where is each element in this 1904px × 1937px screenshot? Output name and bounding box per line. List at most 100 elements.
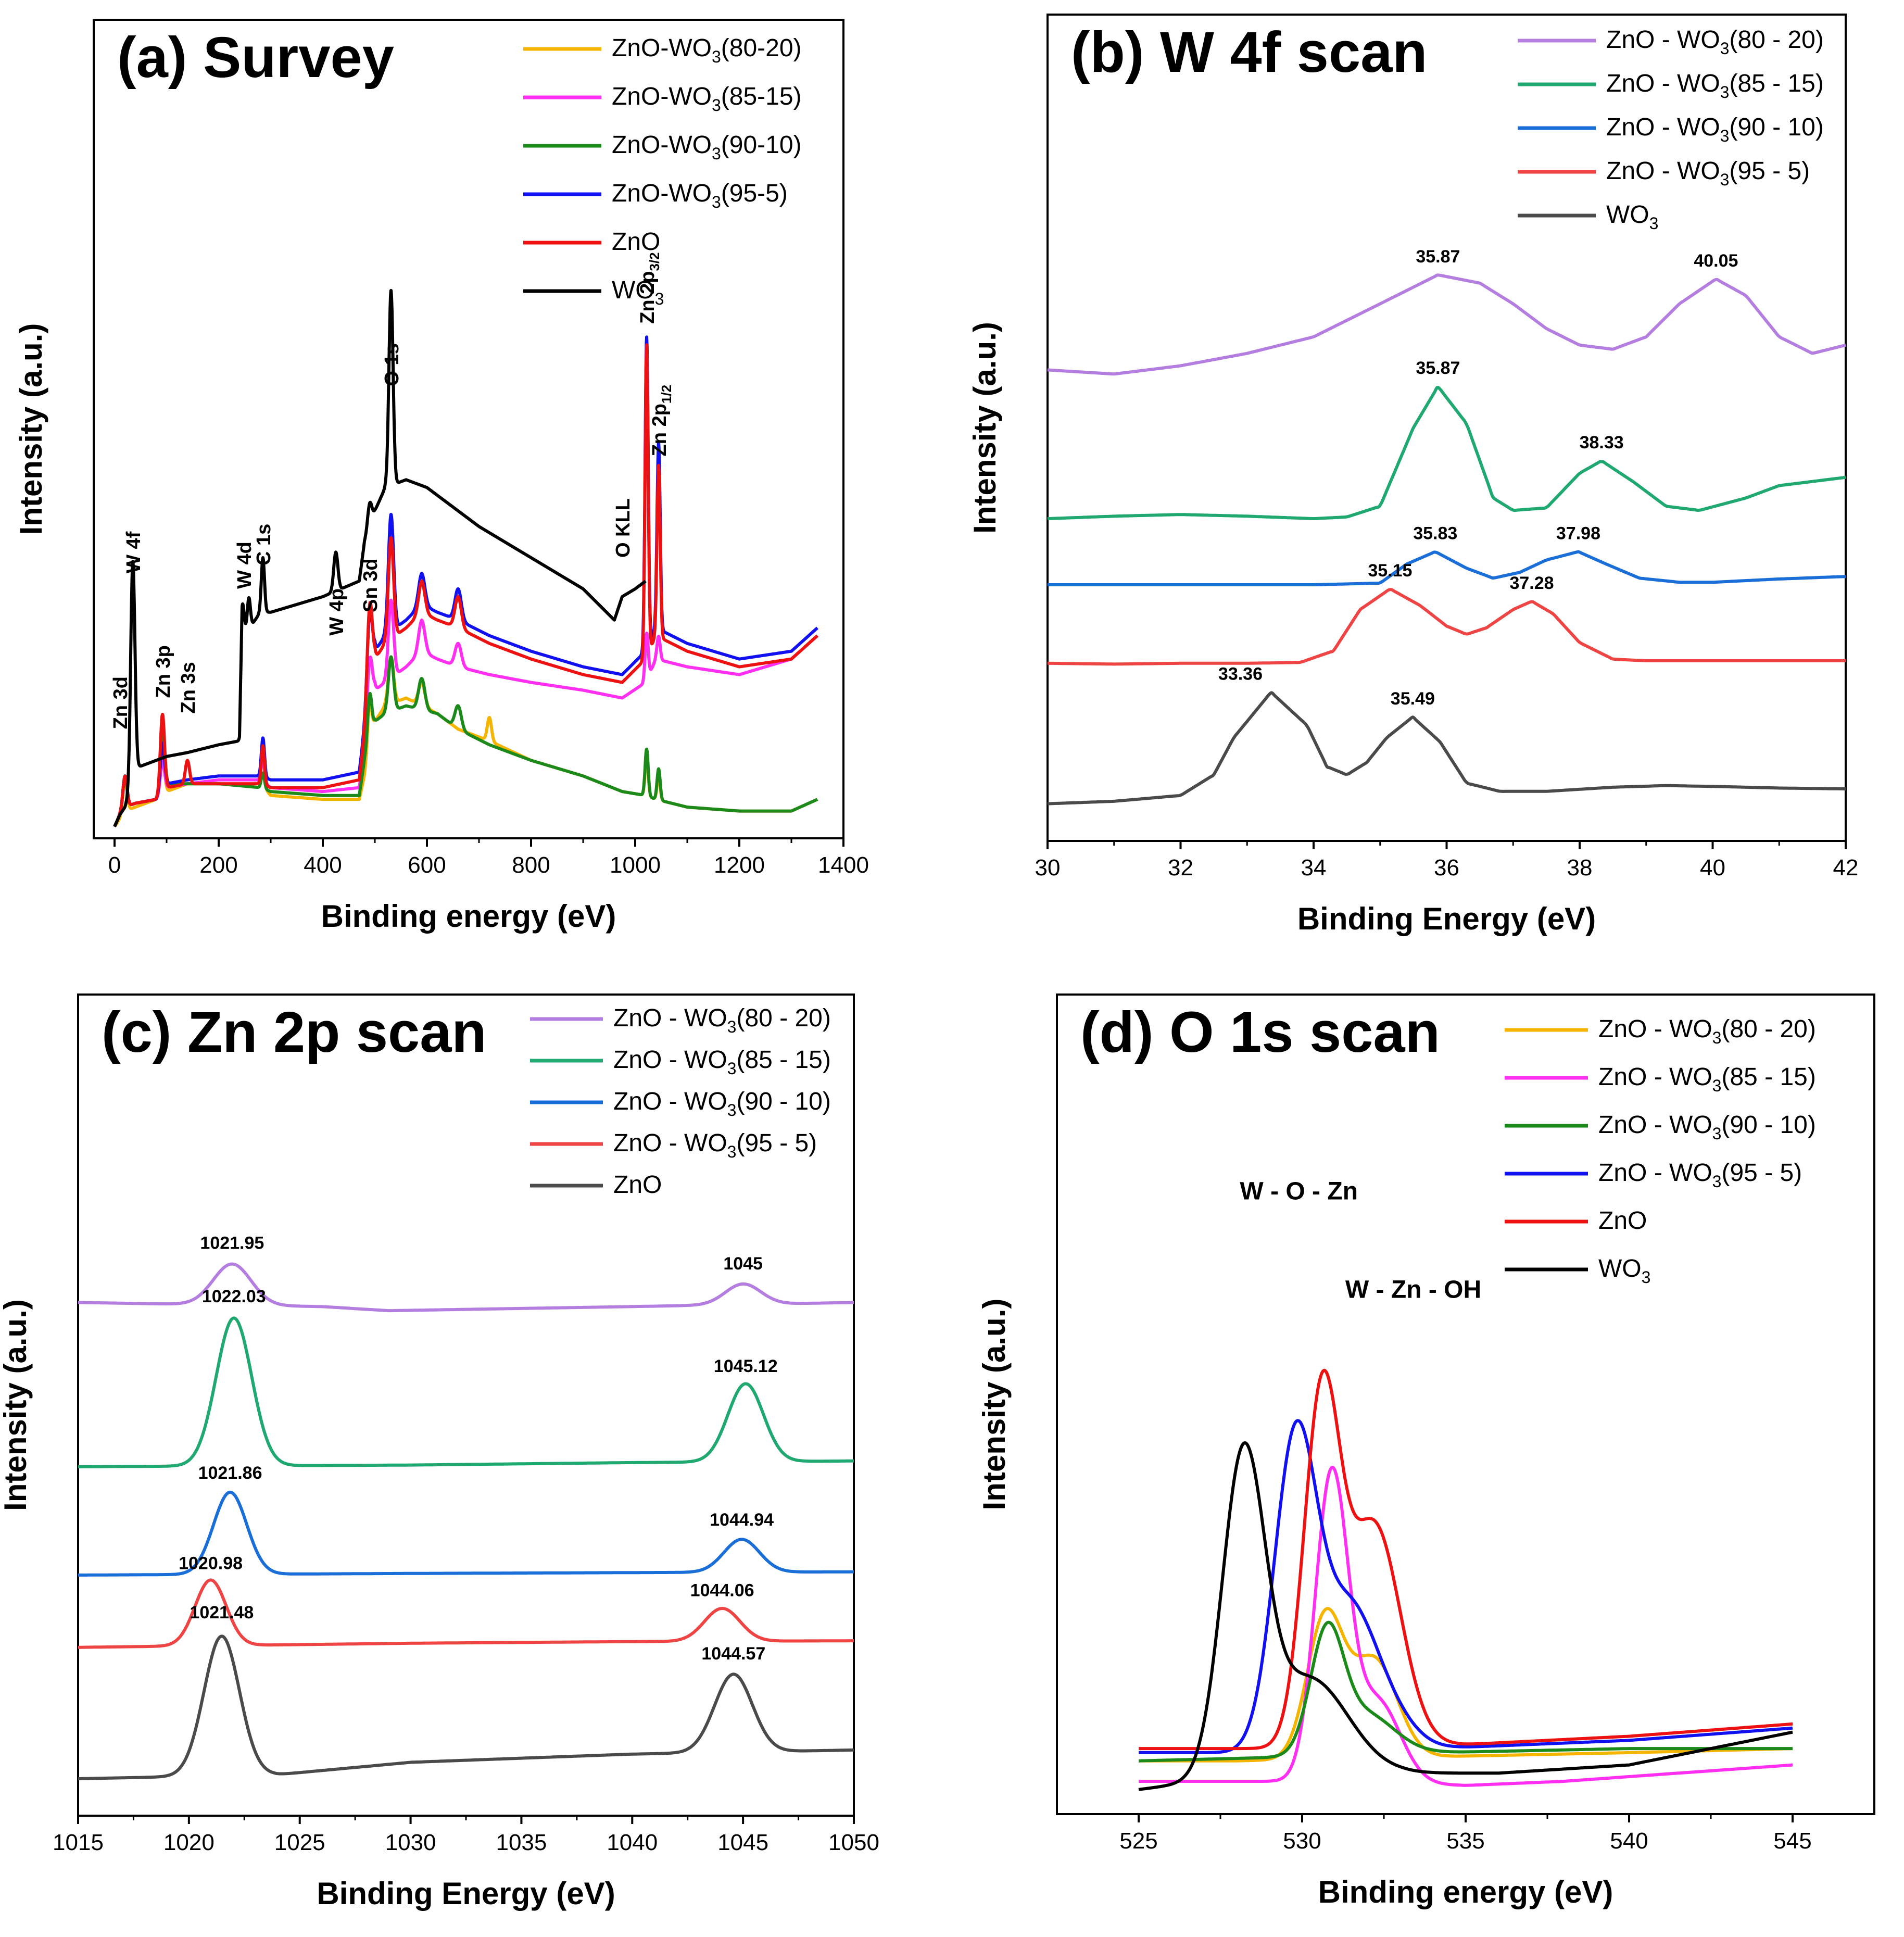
legend-label: ZnO (612, 228, 660, 256)
peak-label: 35.87 (1416, 247, 1460, 267)
peak-label: 1044.94 (710, 1510, 774, 1530)
y-axis-label: Intensity (a.u.) (14, 323, 48, 535)
legend: ZnO - WO3(80 - 20) ZnO - WO3(85 - 15) ZnO … (1505, 1015, 1816, 1287)
plot-area (113, 288, 819, 828)
peak-label: 1021.95 (200, 1234, 264, 1253)
legend-label: ZnO - WO3(95 - 5) (1598, 1159, 1802, 1191)
plot-frame (93, 19, 844, 839)
legend-label-tail: (95-5) (721, 180, 788, 207)
legend-label-main: ZnO - WO (1598, 1015, 1712, 1043)
legend-label: WO3 (612, 276, 664, 308)
legend-label-tail: (95 - 5) (1721, 1159, 1802, 1187)
peak-label: 33.36 (1218, 664, 1263, 684)
legend-label: ZnO - WO3(85 - 15) (1606, 70, 1824, 102)
peak-annotation: C 1s (253, 524, 275, 565)
x-tick-label: 1015 (53, 1830, 104, 1855)
legend-label-main: ZnO-WO (612, 34, 712, 62)
peak-annotation-sub: 3/2 (647, 252, 662, 271)
legend-label: ZnO - WO3(90 - 10) (613, 1088, 831, 1120)
legend-label-sub: 3 (712, 193, 721, 211)
peak-label: 1044.57 (701, 1644, 765, 1664)
legend: ZnO - WO3(80 - 20)ZnO - WO3(85 - 15)ZnO … (530, 1004, 831, 1199)
legend-label-tail: (85-15) (721, 83, 802, 110)
legend-label-tail: (85 - 15) (1721, 1063, 1815, 1091)
legend-label-tail: (90 - 10) (1729, 114, 1823, 141)
peak-label: 1044.06 (690, 1581, 754, 1601)
series-line-s85 (113, 598, 819, 827)
series-line-c80 (78, 1262, 854, 1313)
peak-annotation-main: Zn 3s (178, 662, 199, 713)
y-axis-label: Intensity (a.u.) (0, 1299, 33, 1511)
series-line-wo3 (113, 288, 647, 827)
peak-annotation-main: W 4d (234, 542, 256, 589)
peak-annotation-main: Zn 3p (153, 645, 174, 698)
chart-panel-c: 1015 1020 1025 1030 1035 1040 1045 1050 Binding … (0, 993, 879, 1911)
series-line-b80 (1047, 273, 1846, 376)
chart-panel-b: 30 32 34 36 38 40 42 Binding Energy (eV) Intensi… (967, 14, 1858, 936)
legend-label-main: ZnO (613, 1171, 662, 1199)
peak-label: 37.28 (1509, 573, 1554, 593)
peak-label: 37.98 (1556, 524, 1600, 544)
peak-annotation: W - Zn - OH (1345, 1276, 1481, 1303)
series-line-d90 (1138, 1620, 1793, 1763)
peak-annotation: W 4f (123, 531, 145, 573)
legend-label-main: ZnO - WO (1606, 26, 1720, 54)
peak-label: 35.49 (1391, 689, 1435, 709)
peak-annotation-main: W 4p (326, 588, 348, 636)
x-tick-label: 36 (1434, 855, 1459, 881)
peak-annotation: Sn 3d (360, 558, 382, 612)
legend: ZnO - WO3(80 - 20) ZnO - WO3(85 - 15) ZnO … (1518, 26, 1824, 233)
series-line-czno (78, 1634, 854, 1780)
legend-label: ZnO - WO3(85 - 15) (1598, 1063, 1816, 1095)
legend-label-sub: 3 (712, 144, 721, 163)
legend-label: ZnO-WO3(85-15) (612, 83, 802, 115)
legend-label-main: WO (1606, 201, 1649, 229)
x-tick-label: 545 (1773, 1828, 1811, 1854)
peak-annotation-main: W 4f (123, 531, 145, 573)
series-line-c85 (78, 1316, 854, 1468)
peak-annotation-sub: 1/2 (659, 385, 674, 404)
peak-annotation-main: Sn 3d (360, 558, 382, 612)
legend-label: ZnO-WO3(80-20) (612, 34, 802, 66)
legend-label-main: ZnO - WO (613, 1046, 727, 1074)
peak-label: 35.83 (1413, 524, 1457, 544)
peak-label: 1045 (723, 1254, 763, 1274)
legend-label: ZnO-WO3(95-5) (612, 180, 788, 211)
legend-label: WO3 (1598, 1255, 1650, 1287)
x-tick-label: 38 (1567, 855, 1593, 881)
legend-label: ZnO - WO3(80 - 20) (1606, 26, 1824, 58)
legend-label-tail: (80-20) (721, 34, 802, 62)
legend-label: ZnO - WO3(90 - 10) (1598, 1111, 1816, 1143)
plot-area (78, 1262, 854, 1780)
peak-annotation: W 4d (234, 542, 256, 589)
x-tick-label: 1020 (163, 1830, 215, 1855)
x-tick-label: 34 (1301, 855, 1327, 881)
legend-label-tail: (85 - 15) (1729, 70, 1823, 97)
chart-panel-a: 0 200 400 600 800 1000 1200 1400 Binding energy … (14, 19, 869, 934)
series-line-d85 (1139, 1465, 1793, 1787)
panel-title: (c) Zn 2p scan (102, 1000, 487, 1064)
x-tick-label: 1030 (385, 1830, 436, 1855)
x-tick-label: 1045 (717, 1830, 768, 1855)
x-tick-label: 1040 (607, 1830, 658, 1855)
legend-label-main: ZnO-WO (612, 83, 712, 110)
legend-label: ZnO - WO3(80 - 20) (1598, 1015, 1816, 1047)
series-line-c95 (78, 1578, 854, 1649)
legend-label-tail: (95 - 5) (1729, 157, 1810, 185)
x-tick-label: 30 (1035, 855, 1061, 881)
legend-label-tail: (90 - 10) (1721, 1111, 1815, 1139)
plot-frame (77, 993, 855, 1817)
x-axis-label: Binding energy (eV) (1318, 1875, 1613, 1909)
legend-label-main: ZnO - WO (613, 1004, 727, 1032)
x-tick-label: 530 (1283, 1828, 1321, 1854)
legend-label-main: WO (612, 276, 655, 304)
peak-annotation-main: Zn 2p (649, 404, 671, 456)
series-line-s95 (113, 335, 819, 827)
x-tick-label: 1400 (818, 852, 869, 878)
legend-label-main: ZnO-WO (612, 180, 712, 207)
legend-label-main: ZnO (612, 228, 660, 256)
legend-label: ZnO - WO3(95 - 5) (1606, 157, 1810, 189)
peak-label: 38.33 (1580, 433, 1624, 452)
legend-label-main: ZnO - WO (1606, 157, 1720, 185)
legend-label: ZnO - WO3(90 - 10) (1606, 114, 1824, 145)
